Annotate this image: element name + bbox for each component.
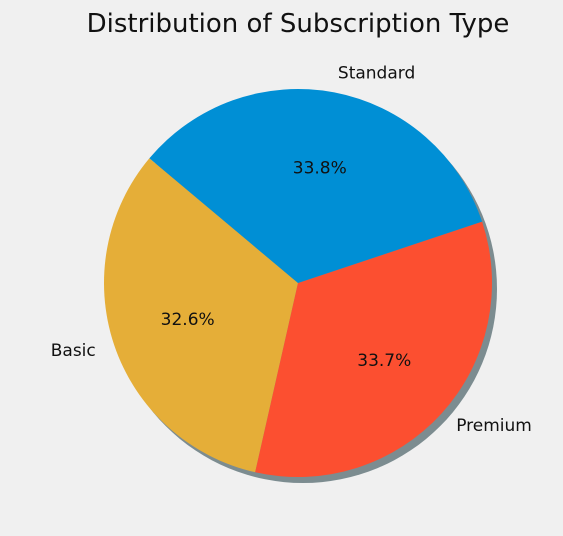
pie-slice-basic [104, 158, 298, 473]
chart-title: Distribution of Subscription Type [87, 9, 510, 39]
slice-percent-basic: 32.6% [161, 310, 215, 330]
slice-label-standard: Standard [338, 63, 415, 83]
pie-slice-standard [149, 89, 483, 283]
slice-label-basic: Basic [51, 341, 96, 361]
pie-slice-premium [255, 221, 492, 477]
slice-percent-standard: 33.8% [293, 159, 347, 179]
pie-slices [104, 89, 492, 477]
slice-label-premium: Premium [456, 416, 532, 436]
slice-percent-premium: 33.7% [357, 351, 411, 371]
pie-labels: Basic 32.6% Premium 33.7% Standard 33.8% [51, 63, 532, 436]
